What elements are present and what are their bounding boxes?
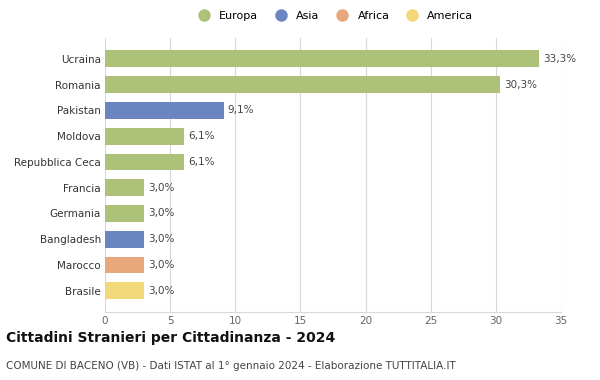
Text: 30,3%: 30,3% [503, 79, 536, 90]
Bar [105, 205, 144, 222]
Bar [105, 231, 144, 248]
Bar [105, 179, 144, 196]
Bar [105, 154, 184, 170]
Bar [105, 282, 144, 299]
Legend: Europa, Asia, Africa, America: Europa, Asia, Africa, America [190, 8, 476, 25]
Text: 33,3%: 33,3% [543, 54, 576, 64]
Text: 3,0%: 3,0% [148, 260, 175, 270]
Text: 3,0%: 3,0% [148, 183, 175, 193]
Text: 3,0%: 3,0% [148, 286, 175, 296]
Bar [105, 51, 539, 67]
Bar [105, 128, 184, 144]
Text: 3,0%: 3,0% [148, 209, 175, 218]
Text: 6,1%: 6,1% [188, 157, 215, 167]
Bar [105, 102, 224, 119]
Bar [105, 76, 500, 93]
Text: COMUNE DI BACENO (VB) - Dati ISTAT al 1° gennaio 2024 - Elaborazione TUTTITALIA.: COMUNE DI BACENO (VB) - Dati ISTAT al 1°… [6, 361, 456, 371]
Text: Cittadini Stranieri per Cittadinanza - 2024: Cittadini Stranieri per Cittadinanza - 2… [6, 331, 335, 345]
Bar [105, 256, 144, 273]
Text: 3,0%: 3,0% [148, 234, 175, 244]
Text: 9,1%: 9,1% [227, 105, 254, 116]
Text: 6,1%: 6,1% [188, 131, 215, 141]
